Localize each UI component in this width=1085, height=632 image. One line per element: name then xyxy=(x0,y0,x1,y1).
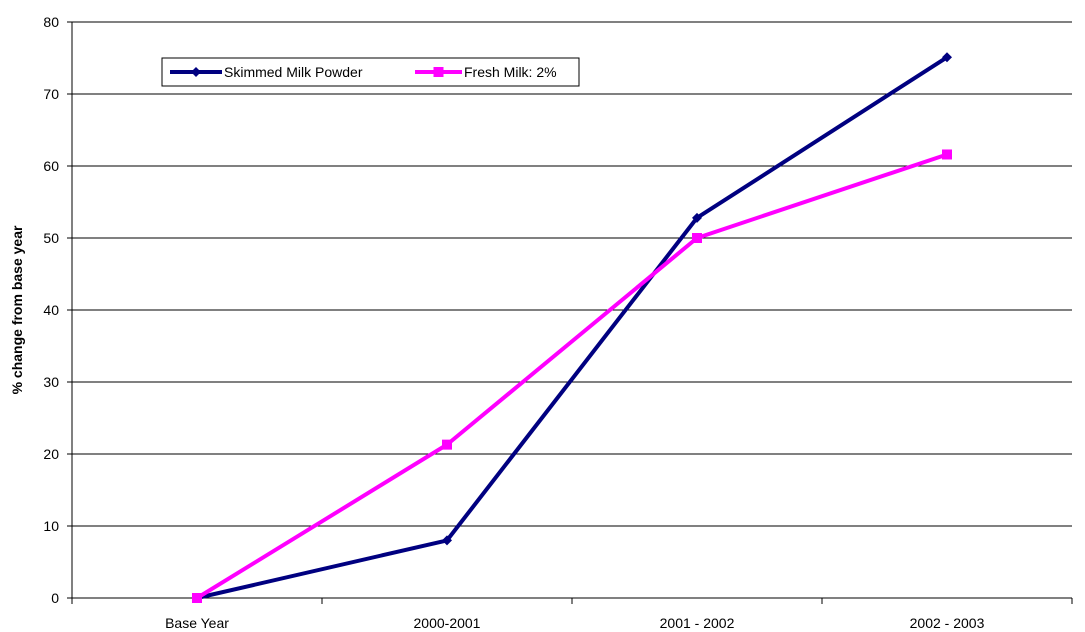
series-1 xyxy=(192,149,952,603)
y-tick-label: 70 xyxy=(43,86,59,102)
y-tick-label: 60 xyxy=(43,158,59,174)
data-point xyxy=(942,149,952,160)
x-tick-label: 2002 - 2003 xyxy=(910,615,985,631)
y-tick-label: 20 xyxy=(43,446,59,462)
legend-label: Fresh Milk: 2% xyxy=(464,64,557,80)
y-tick-label: 10 xyxy=(43,518,59,534)
data-point xyxy=(442,535,452,546)
y-tick-label: 50 xyxy=(43,230,59,246)
legend-label: Skimmed Milk Powder xyxy=(224,64,363,80)
legend: Skimmed Milk Powder Fresh Milk: 2% xyxy=(161,57,580,87)
series-layer xyxy=(192,52,952,603)
y-tick-label: 40 xyxy=(43,302,59,318)
y-axis-title: % change from base year xyxy=(9,225,25,394)
gridlines xyxy=(72,21,1072,527)
x-tick-label: Base Year xyxy=(165,615,229,631)
data-point xyxy=(692,212,702,223)
legend-swatch-marker xyxy=(433,67,444,77)
data-point xyxy=(942,52,952,63)
y-tick-label: 30 xyxy=(43,374,59,390)
series-line xyxy=(196,55,949,600)
legend-box xyxy=(161,57,580,87)
x-tick-label: 2001 - 2002 xyxy=(660,615,735,631)
y-tick-label: 80 xyxy=(43,14,59,30)
x-axis-ticks: Base Year 2000-2001 2001 - 2002 2002 - 2003 xyxy=(71,598,1073,631)
series-0 xyxy=(192,52,952,603)
y-tick-label: 0 xyxy=(51,590,59,606)
legend-swatch-marker xyxy=(191,67,201,77)
data-point xyxy=(442,439,452,450)
data-point xyxy=(192,593,202,603)
data-point xyxy=(692,233,702,243)
series-line xyxy=(195,152,948,600)
x-tick-label: 2000-2001 xyxy=(414,615,481,631)
y-axis-ticks: 0 10 20 30 40 50 60 70 80 xyxy=(43,14,72,606)
